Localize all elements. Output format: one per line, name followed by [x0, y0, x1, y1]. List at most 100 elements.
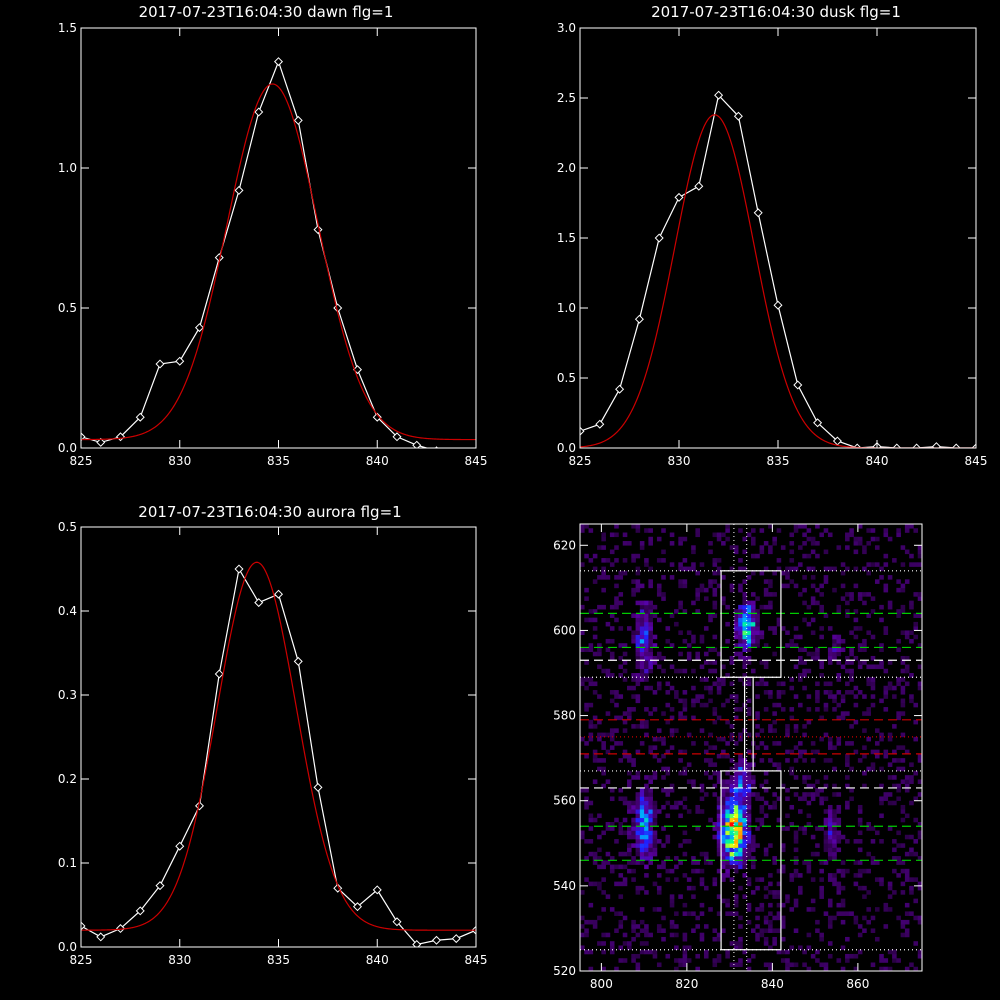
heatmap-cell — [832, 694, 837, 699]
heatmap-cell — [725, 911, 730, 916]
heatmap-cell — [592, 779, 598, 784]
heatmap-cell — [631, 524, 636, 529]
heatmap-cell — [866, 562, 871, 567]
heatmap-cell — [665, 766, 671, 772]
heatmap-cell — [609, 549, 615, 555]
heatmap-cell — [669, 707, 675, 712]
heatmap-cell — [622, 558, 628, 563]
heatmap-cell — [742, 843, 748, 848]
heatmap-cell — [857, 536, 863, 542]
heatmap-cell — [738, 766, 743, 772]
heatmap-cell — [678, 579, 683, 584]
heatmap-cell — [618, 715, 624, 721]
heatmap-cell — [887, 536, 893, 542]
heatmap-cell — [665, 877, 671, 882]
heatmap-cell — [580, 945, 585, 951]
heatmap-cell — [879, 766, 884, 772]
heatmap-cell — [827, 873, 833, 878]
heatmap-cell — [716, 583, 722, 589]
heatmap-cell — [609, 826, 615, 831]
heatmap-cell — [763, 587, 769, 593]
heatmap-cell — [751, 890, 756, 895]
heatmap-cell — [678, 770, 683, 776]
heatmap-cell — [819, 868, 824, 874]
heatmap-cell — [785, 949, 790, 955]
heatmap-cell — [879, 783, 884, 789]
heatmap-cell — [746, 609, 752, 614]
heatmap-cell — [832, 813, 837, 819]
heatmap-cell — [733, 864, 739, 870]
heatmap-cell — [639, 668, 645, 674]
heatmap-cell — [631, 634, 636, 640]
heatmap-cell — [742, 800, 748, 806]
heatmap-cell — [845, 532, 850, 538]
data-point — [293, 656, 303, 666]
heatmap-cell — [853, 626, 859, 631]
heatmap-cell — [584, 856, 589, 861]
heatmap-cell — [691, 741, 696, 746]
data-point — [714, 90, 724, 100]
heatmap-cell — [622, 719, 628, 725]
heatmap-cell — [866, 528, 871, 533]
heatmap-cell — [755, 634, 760, 640]
heatmap-cell — [691, 668, 696, 674]
heatmap-cell — [823, 847, 829, 853]
heatmap-cell — [601, 758, 606, 763]
heatmap-cell — [622, 677, 628, 682]
heatmap-cell — [622, 941, 628, 946]
heatmap-cell — [644, 775, 649, 780]
heatmap-cell — [815, 958, 820, 963]
heatmap-cell — [832, 634, 837, 640]
heatmap-cell — [840, 945, 846, 951]
heatmap-cell — [742, 613, 748, 618]
heatmap-cell — [768, 583, 773, 589]
heatmap-cell — [597, 643, 602, 648]
heatmap-cell — [716, 770, 722, 776]
heatmap-cell — [917, 592, 922, 597]
heatmap-cell — [909, 698, 914, 704]
heatmap-cell — [627, 753, 632, 759]
heatmap-cell — [896, 873, 901, 878]
heatmap-cell — [644, 932, 649, 938]
heatmap-cell — [729, 856, 735, 861]
heatmap-cell — [656, 558, 662, 563]
heatmap-cell — [691, 549, 696, 555]
heatmap-cell — [815, 694, 820, 699]
heatmap-cell — [686, 809, 692, 814]
heatmap-cell — [674, 864, 679, 870]
heatmap-cell — [682, 715, 688, 721]
heatmap-cell — [721, 600, 726, 606]
heatmap-cell — [716, 800, 722, 806]
data-point — [773, 300, 783, 310]
heatmap-cell — [857, 596, 863, 601]
heatmap-cell — [725, 770, 730, 776]
data-point — [452, 450, 460, 458]
heatmap-cell — [639, 843, 645, 848]
heatmap-cell — [652, 643, 658, 648]
heatmap-cell — [691, 566, 696, 572]
heatmap-cell — [656, 890, 662, 895]
heatmap-cell — [883, 562, 889, 567]
heatmap-cell — [776, 894, 782, 899]
heatmap-cell — [746, 762, 752, 767]
heatmap-cell — [592, 566, 598, 572]
heatmap-cell — [810, 549, 816, 555]
heatmap-cell — [917, 856, 922, 861]
heatmap-cell — [913, 592, 919, 597]
heatmap-cell — [823, 681, 829, 687]
heatmap-cell — [729, 864, 735, 870]
heatmap-cell — [785, 966, 790, 971]
heatmap-cell — [691, 860, 696, 865]
heatmap-cell — [759, 932, 765, 938]
heatmap-cell — [845, 839, 850, 844]
heatmap-cell — [768, 924, 773, 929]
heatmap-cell — [635, 566, 641, 572]
heatmap-cell — [832, 643, 837, 648]
heatmap-cell — [716, 736, 722, 742]
heatmap-cell — [913, 621, 919, 627]
heatmap-cell — [584, 617, 589, 623]
heatmap-cell — [635, 822, 641, 827]
heatmap-cell — [601, 932, 606, 938]
heatmap-cell — [802, 758, 807, 763]
